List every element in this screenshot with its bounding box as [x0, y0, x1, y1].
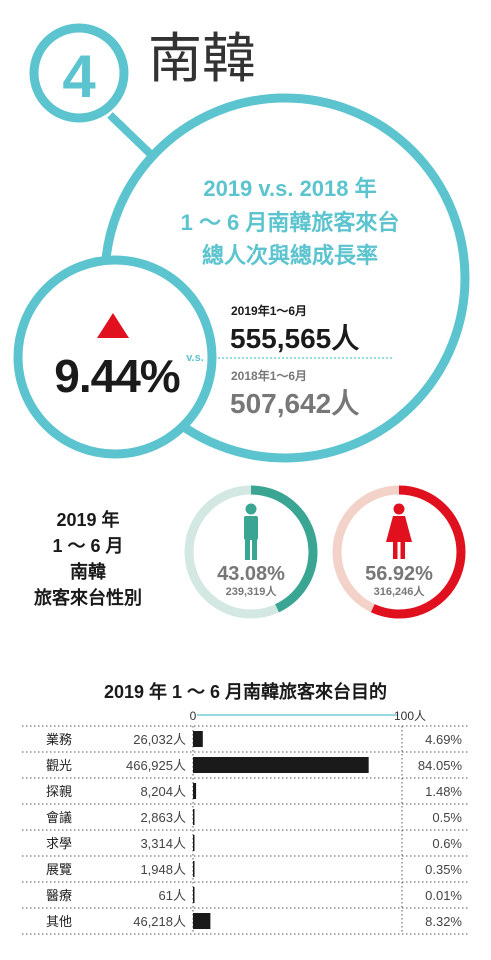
category-label: 展覽 — [46, 862, 72, 877]
bar-展覽 — [193, 861, 195, 877]
previous-period: 2018年1～6月 — [231, 368, 307, 383]
bar-觀光 — [193, 757, 369, 773]
category-label: 觀光 — [46, 758, 72, 773]
male-ring-arc — [184, 485, 318, 619]
category-label: 會議 — [46, 810, 72, 825]
growth-title-line-2: 1 ～ 6 月南韓旅客來台 — [181, 210, 400, 235]
count-label: 8,204人 — [140, 784, 186, 799]
growth-title-line-3: 總人次與總成長率 — [202, 243, 378, 268]
current-total: 555,565人 — [230, 323, 359, 354]
count-label: 466,925人 — [126, 758, 186, 773]
gender-graphic: 2019 年 1 ～ 6 月 南韓 旅客來台性別 43.08% 239,319人… — [34, 485, 466, 619]
male-person-icon — [244, 503, 258, 560]
count-label: 61人 — [159, 888, 186, 903]
gender-title-line-3: 南韓 — [70, 561, 106, 582]
up-arrow-icon — [97, 313, 129, 338]
previous-total: 507,642人 — [230, 388, 359, 419]
percent-label: 4.69% — [425, 732, 462, 747]
category-label: 業務 — [46, 732, 72, 747]
female-person-icon — [386, 503, 412, 559]
rate-circle — [13, 255, 217, 459]
percent-label: 84.05% — [418, 758, 463, 773]
percent-label: 0.01% — [425, 888, 462, 903]
category-label: 求學 — [46, 836, 72, 851]
percent-label: 0.5% — [432, 810, 462, 825]
bar-探親 — [193, 783, 197, 799]
percent-label: 0.6% — [432, 836, 462, 851]
growth-graphic: 4 南韓 2019 v.s. 2018 年 1 ～ 6 月南韓旅客來台 總人次與… — [13, 23, 470, 463]
bar-會議 — [193, 809, 195, 825]
percent-label: 0.35% — [425, 862, 462, 877]
scale-tick-label: 0 — [190, 709, 197, 723]
gender-title-line-4: 旅客來台性別 — [34, 587, 142, 608]
percent-label: 1.48% — [425, 784, 462, 799]
bar-業務 — [193, 731, 203, 747]
category-label: 醫療 — [46, 888, 72, 903]
gender-title-line-1: 2019 年 — [56, 509, 119, 530]
bar-其他 — [193, 913, 211, 929]
number-circle — [29, 23, 129, 123]
count-label: 26,032人 — [133, 732, 186, 747]
scale-tick-label: 100人 — [394, 709, 426, 723]
count-label: 3,314人 — [140, 836, 186, 851]
category-label: 其他 — [46, 914, 72, 929]
chart-title: 2019 年 1 ～ 6 月南韓旅客來台目的 — [103, 682, 388, 702]
count-label: 2,863人 — [140, 810, 186, 825]
growth-rate: 9.44% — [54, 350, 180, 402]
female-count: 316,246人 — [374, 584, 426, 598]
male-percent: 43.08% — [217, 563, 285, 585]
vs-label: v.s. — [186, 352, 204, 364]
current-period: 2019年1～6月 — [231, 303, 307, 318]
gender-title-line-2: 1 ～ 6 月 — [52, 536, 123, 556]
percent-label: 8.32% — [425, 914, 462, 929]
country-title: 南韓 — [148, 29, 256, 89]
male-count: 239,319人 — [226, 584, 278, 598]
section-number: 4 — [62, 43, 96, 110]
category-label: 探親 — [46, 784, 72, 799]
female-percent: 56.92% — [365, 563, 433, 585]
count-label: 46,218人 — [133, 914, 186, 929]
bar-醫療 — [193, 887, 195, 903]
growth-title-line-1: 2019 v.s. 2018 年 — [203, 176, 376, 201]
count-label: 1,948人 — [140, 862, 186, 877]
bar-求學 — [193, 835, 195, 851]
female-ring-arc — [332, 485, 466, 619]
